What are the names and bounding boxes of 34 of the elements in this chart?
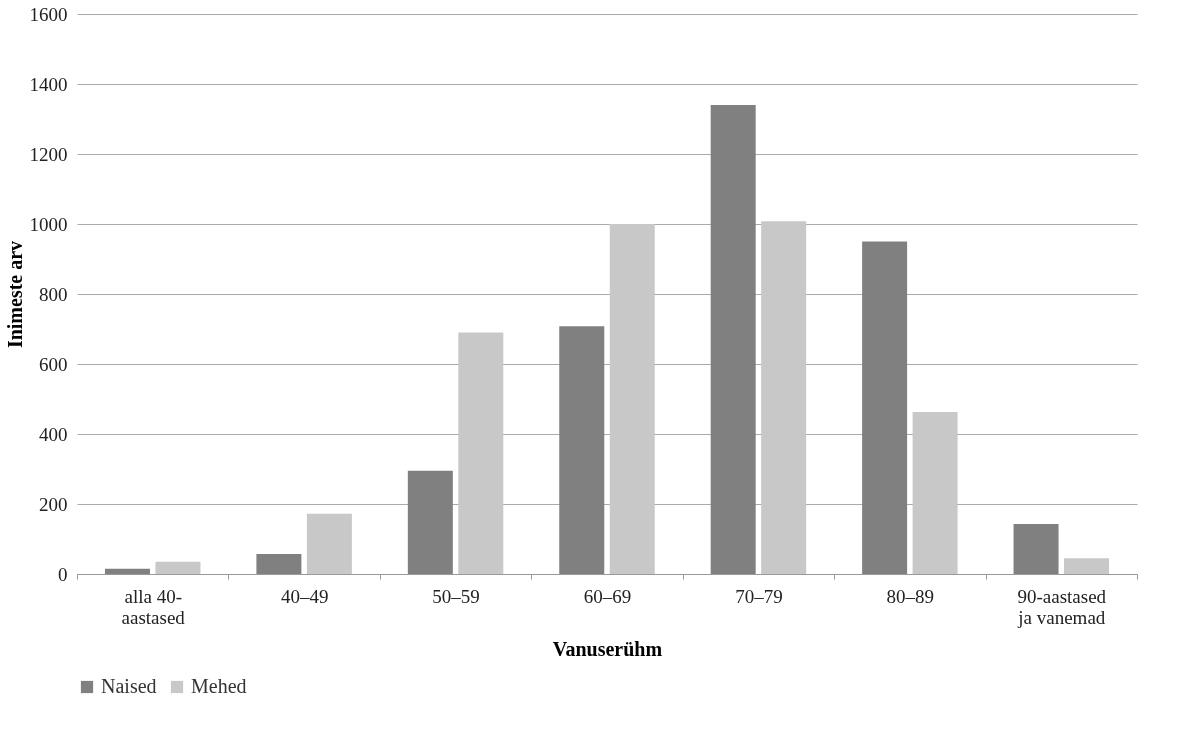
bar [1013,523,1059,574]
bar [710,105,756,574]
legend-label: Mehed [191,675,247,697]
x-tick-label: 50–59 [432,585,480,607]
x-tick-label: alla 40- aastased [121,585,186,628]
y-tick-label: 600 [39,353,68,375]
x-tick-label: 70–79 [735,585,783,607]
bar [458,332,504,574]
y-tick-label: 800 [39,283,68,305]
bar [1064,558,1110,574]
x-axis-title: Vanuserühm [552,637,663,660]
y-tick-label: 1600 [29,3,68,25]
bar [609,224,655,574]
bar [761,221,807,574]
bar [155,561,201,574]
bar [862,241,908,574]
y-tick-label: 1400 [29,73,68,95]
bar [104,568,150,574]
bar [407,470,453,574]
legend-label: Naised [101,675,157,697]
y-tick-label: 1200 [29,143,68,165]
y-tick-label: 200 [39,493,68,515]
bar [912,411,958,574]
x-tick-label: 80–89 [886,585,935,607]
bar [559,326,605,574]
y-tick-label: 1000 [29,213,68,235]
y-tick-label: 0 [58,563,68,585]
y-tick-label: 400 [39,423,68,445]
bar [306,513,352,574]
x-tick-label: 90-aastased ja vanemad [1017,585,1107,628]
bar [256,554,302,574]
y-axis-title: Inimeste arv [3,240,26,349]
x-tick-label: 40–49 [280,585,329,607]
x-tick-label: 60–69 [583,585,632,607]
